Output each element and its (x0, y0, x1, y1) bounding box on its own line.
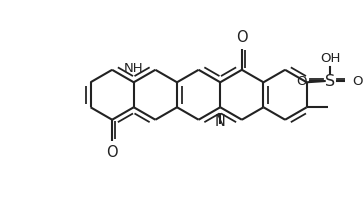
Text: O: O (106, 145, 118, 160)
Text: S: S (325, 74, 335, 89)
Text: O: O (352, 74, 363, 87)
Text: N: N (215, 115, 226, 130)
Text: O: O (236, 30, 248, 45)
Text: OH: OH (321, 52, 341, 65)
Text: NH: NH (124, 62, 143, 75)
Text: O: O (296, 74, 307, 87)
